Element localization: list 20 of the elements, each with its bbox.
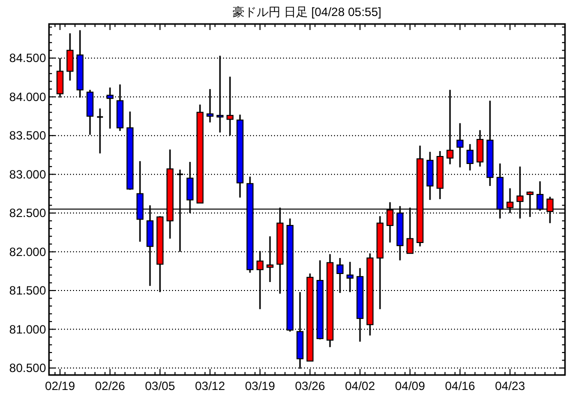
y-tick-label: 81.000 xyxy=(9,322,46,336)
x-tick-label: 02/19 xyxy=(44,379,76,393)
x-tick-label: 04/02 xyxy=(344,379,376,393)
y-tick-label: 84.500 xyxy=(9,51,46,66)
x-tick-label: 03/05 xyxy=(144,379,176,393)
y-tick-label: 82.500 xyxy=(9,206,46,220)
x-tick-label: 03/26 xyxy=(294,379,326,393)
x-tick-label: 04/23 xyxy=(494,379,526,393)
x-tick-label: 03/19 xyxy=(244,379,276,393)
y-tick-label: 83.500 xyxy=(9,128,46,143)
y-tick-label: 83.000 xyxy=(9,167,46,182)
x-tick-label: 03/12 xyxy=(194,379,226,393)
y-tick-label: 80.500 xyxy=(9,361,46,376)
chart-title: 豪ドル円 日足 [04/28 05:55] xyxy=(232,5,382,19)
y-tick-label: 81.500 xyxy=(9,284,46,298)
x-tick-label: 04/16 xyxy=(444,379,476,393)
y-tick-label: 82.000 xyxy=(9,244,46,259)
x-tick-label: 02/26 xyxy=(94,379,126,393)
x-tick-label: 04/09 xyxy=(394,379,426,393)
y-tick-label: 84.000 xyxy=(9,90,46,104)
